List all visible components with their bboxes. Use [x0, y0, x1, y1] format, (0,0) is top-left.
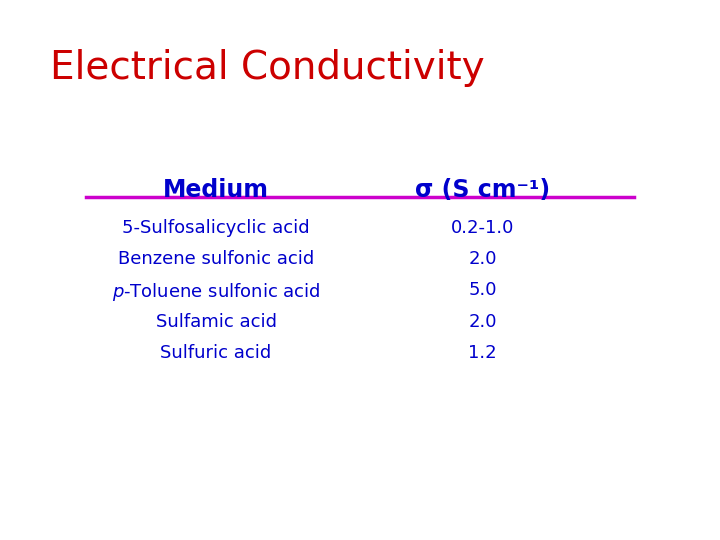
Text: σ (S cm⁻¹): σ (S cm⁻¹)	[415, 178, 550, 202]
Text: Sulfamic acid: Sulfamic acid	[156, 313, 276, 330]
Text: 5-Sulfosalicyclic acid: 5-Sulfosalicyclic acid	[122, 219, 310, 237]
Text: Benzene sulfonic acid: Benzene sulfonic acid	[118, 250, 314, 268]
Text: 2.0: 2.0	[468, 250, 497, 268]
Text: Electrical Conductivity: Electrical Conductivity	[50, 49, 485, 86]
Text: 2.0: 2.0	[468, 313, 497, 330]
Text: 0.2-1.0: 0.2-1.0	[451, 219, 514, 237]
Text: 1.2: 1.2	[468, 344, 497, 362]
Text: $p$-Toluene sulfonic acid: $p$-Toluene sulfonic acid	[112, 281, 320, 303]
Text: 5.0: 5.0	[468, 281, 497, 299]
Text: Medium: Medium	[163, 178, 269, 202]
Text: Sulfuric acid: Sulfuric acid	[161, 344, 271, 362]
